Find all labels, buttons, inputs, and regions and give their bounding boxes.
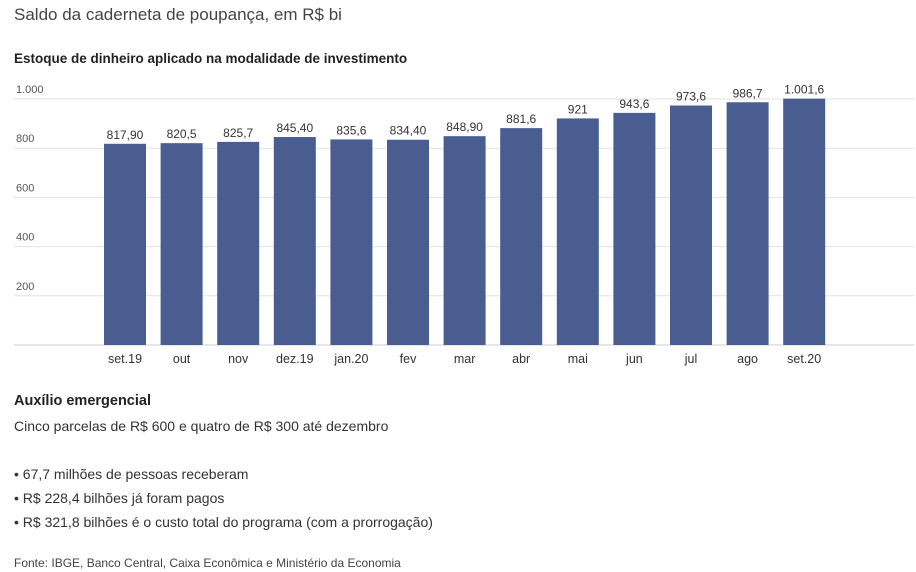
bar-value-label: 973,6 [676,89,706,103]
bar-value-label: 825,7 [223,126,253,140]
bar [273,137,316,345]
y-tick-label: 600 [16,182,34,194]
bar-value-label: 1.001,6 [784,83,824,97]
x-tick-label: jun [625,352,643,366]
bar-value-label: 845,40 [276,121,313,135]
bar [726,102,769,346]
x-tick-label: fev [400,352,417,366]
x-tick-label: mai [568,352,588,366]
bar [443,136,486,345]
bar [330,139,373,345]
source-note: Fonte: IBGE, Banco Central, Caixa Econôm… [14,556,401,570]
bar [217,141,260,345]
x-tick-label: abr [512,352,530,366]
bar-value-label: 943,6 [619,97,649,111]
x-tick-label: dez.19 [276,352,314,366]
bar [387,139,429,345]
bar-value-labels: 817,90 820,5 825,7 845,40 835,6 834,40 848,90 8… [107,83,825,142]
x-tick-label: set.19 [108,352,142,366]
bar-value-label: 921 [568,102,588,116]
section-title: Auxílio emergencial [14,393,151,409]
bar-chart: 200 400 600 800 1.000 817,90 820,5 825,7 845,40… [14,83,914,366]
y-tick-label: 1.000 [16,84,44,96]
bar [670,105,712,345]
x-tick-label: nov [228,352,249,366]
x-tick-label: set.20 [787,352,821,366]
y-axis-labels: 200 400 600 800 1.000 [16,84,44,293]
bullet-item: • R$ 321,8 bilhões é o custo total do pr… [14,514,433,530]
x-tick-label: ago [737,352,758,366]
bar-value-label: 881,6 [506,112,536,126]
x-tick-label: jul [684,352,698,366]
bar-value-label: 834,40 [390,124,427,138]
bar-value-label: 835,6 [336,123,366,137]
bar-value-label: 820,5 [167,127,197,141]
section-subtitle: Cinco parcelas de R$ 600 e quatro de R$ … [14,418,389,434]
bar [104,143,146,345]
x-tick-label: jan.20 [333,352,368,366]
bullet-list: • 67,7 milhões de pessoas receberam • R$… [14,466,433,538]
bar [500,128,543,345]
x-tick-label: out [173,352,191,366]
bars [104,98,826,346]
bar-value-label: 986,7 [733,86,763,100]
bullet-item: • 67,7 milhões de pessoas receberam [14,466,249,482]
bar [613,112,656,345]
x-tick-label: mar [454,352,476,366]
bar [783,98,826,345]
bar-value-label: 817,90 [107,128,144,142]
y-tick-label: 400 [16,232,34,244]
bar-value-label: 848,90 [446,120,483,134]
y-tick-label: 800 [16,133,34,145]
bullet-item: • R$ 228,4 bilhões já foram pagos [14,490,225,506]
bar [556,118,599,346]
y-tick-label: 200 [16,281,34,293]
chart-title: Saldo da caderneta de poupança, em R$ bi [14,5,342,24]
x-axis-labels: set.19 out nov dez.19 jan.20 fev mar abr mai jun j… [108,352,821,366]
bar [160,143,203,345]
chart-subtitle: Estoque de dinheiro aplicado na modalida… [14,51,408,66]
